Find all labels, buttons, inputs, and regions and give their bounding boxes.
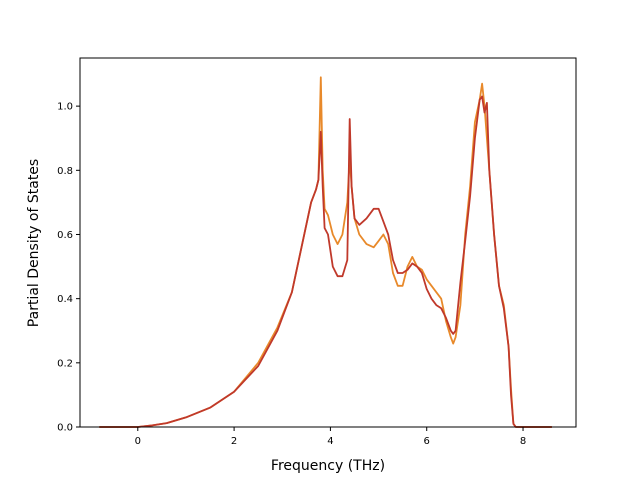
series-line-2 xyxy=(99,95,552,428)
y-axis-label: Partial Density of States xyxy=(26,159,42,327)
x-tick-label: 0 xyxy=(135,436,141,447)
x-tick-label: 6 xyxy=(424,436,430,447)
x-axis-ticks: 0 2 4 6 8 xyxy=(135,427,526,447)
y-axis-ticks: 0.0 0.2 0.4 0.6 0.8 1.0 xyxy=(57,102,80,434)
y-tick-label: 0.8 xyxy=(57,166,73,177)
y-tick-label: 0.0 xyxy=(57,423,73,434)
y-tick-label: 0.4 xyxy=(57,294,73,305)
series-layer xyxy=(99,76,552,428)
plot-frame xyxy=(79,57,577,428)
x-tick-label: 4 xyxy=(327,436,333,447)
y-tick-label: 1.0 xyxy=(57,102,73,113)
x-tick-label: 2 xyxy=(231,436,237,447)
x-tick-label: 8 xyxy=(520,436,526,447)
y-tick-label: 0.2 xyxy=(57,358,73,369)
y-tick-label: 0.6 xyxy=(57,230,73,241)
x-axis-label: Frequency (THz) xyxy=(271,458,385,474)
